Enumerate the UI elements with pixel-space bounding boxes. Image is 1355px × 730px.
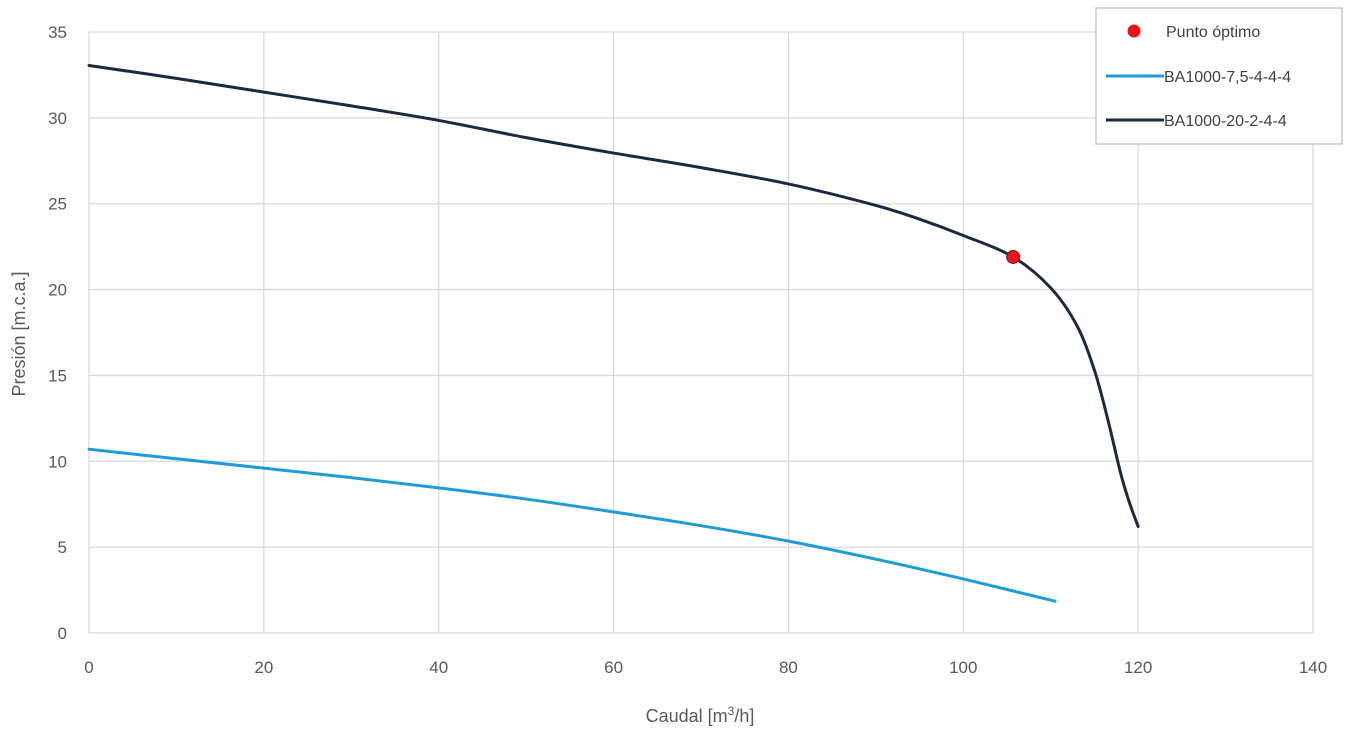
- y-tick-label: 15: [48, 366, 67, 385]
- series-layer: [87, 63, 1140, 603]
- x-tick-label: 0: [84, 658, 93, 677]
- optimum-point-marker: [1006, 249, 1021, 264]
- x-axis-title: Caudal [m3/h]: [646, 704, 755, 726]
- points-layer: [1006, 249, 1021, 264]
- x-tick-label: 120: [1124, 658, 1152, 677]
- x-tick-label: 20: [254, 658, 273, 677]
- legend-marker-punto-optimo: [1127, 24, 1141, 38]
- y-axis-title: Presión [m.c.a.]: [9, 271, 29, 396]
- y-tick-label: 20: [48, 281, 67, 300]
- series-line-0: [87, 447, 1057, 603]
- x-tick-label: 80: [779, 658, 798, 677]
- series-line-1: [87, 63, 1140, 529]
- y-tick-labels: 0 5 10 15 20 25 30 35: [48, 23, 67, 643]
- y-tick-label: 30: [48, 109, 67, 128]
- y-tick-label: 25: [48, 195, 67, 214]
- legend-label-ba1000-7-5: BA1000-7,5-4-4-4: [1164, 69, 1291, 86]
- y-tick-label: 10: [48, 452, 67, 471]
- legend-label-ba1000-20: BA1000-20-2-4-4: [1164, 113, 1287, 130]
- x-axis-title-superscript: 3: [728, 704, 735, 718]
- x-axis-title-main: Caudal [m: [646, 706, 728, 726]
- legend: Punto óptimo BA1000-7,5-4-4-4 BA1000-20-…: [1095, 7, 1343, 145]
- x-tick-label: 40: [429, 658, 448, 677]
- y-tick-label: 5: [58, 538, 67, 557]
- y-tick-label: 35: [48, 23, 67, 42]
- legend-label-punto-optimo: Punto óptimo: [1166, 24, 1260, 41]
- grid: [88, 31, 1314, 634]
- x-tick-labels: 0 20 40 60 80 100 120 140: [84, 658, 1327, 677]
- x-tick-label: 60: [604, 658, 623, 677]
- x-tick-label: 100: [949, 658, 977, 677]
- x-tick-label: 140: [1299, 658, 1327, 677]
- y-tick-label: 0: [58, 624, 67, 643]
- x-axis-title-end: /h]: [734, 706, 754, 726]
